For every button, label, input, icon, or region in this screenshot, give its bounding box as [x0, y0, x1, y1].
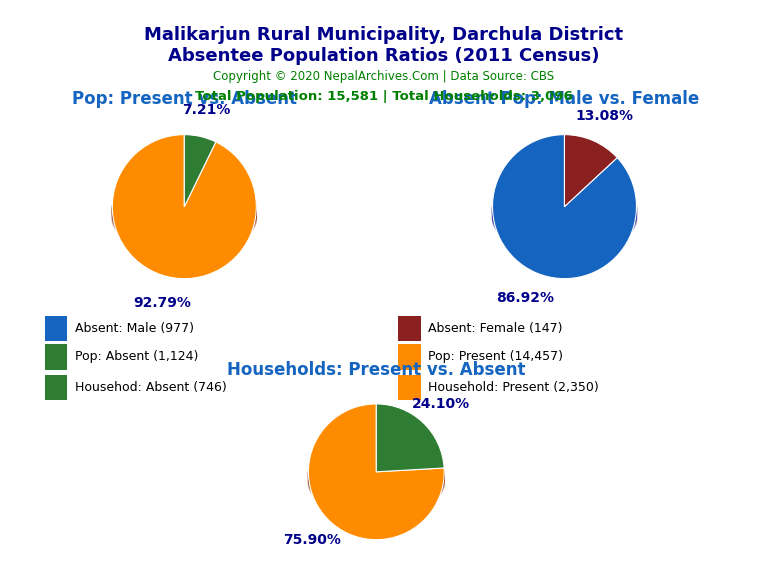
Ellipse shape: [492, 182, 637, 251]
Ellipse shape: [308, 451, 445, 516]
Ellipse shape: [308, 448, 445, 512]
Ellipse shape: [492, 176, 637, 244]
Ellipse shape: [111, 180, 257, 248]
Bar: [398, 316, 421, 341]
Ellipse shape: [111, 178, 257, 246]
Ellipse shape: [492, 177, 637, 245]
Ellipse shape: [308, 446, 445, 510]
Text: 7.21%: 7.21%: [183, 103, 231, 117]
Ellipse shape: [492, 173, 637, 242]
Ellipse shape: [111, 176, 257, 244]
Bar: [45, 344, 68, 370]
Ellipse shape: [111, 184, 257, 253]
Text: Copyright © 2020 NepalArchives.Com | Data Source: CBS: Copyright © 2020 NepalArchives.Com | Dat…: [214, 70, 554, 84]
Wedge shape: [309, 404, 444, 540]
Ellipse shape: [308, 450, 445, 514]
Text: Househod: Absent (746): Househod: Absent (746): [74, 381, 227, 393]
Ellipse shape: [492, 183, 637, 252]
Wedge shape: [564, 135, 617, 207]
Ellipse shape: [308, 445, 445, 509]
Ellipse shape: [308, 444, 445, 508]
Ellipse shape: [492, 175, 637, 243]
Ellipse shape: [111, 183, 257, 252]
Ellipse shape: [308, 442, 445, 507]
Bar: [45, 316, 68, 341]
Ellipse shape: [492, 179, 637, 247]
Text: Household: Present (2,350): Household: Present (2,350): [428, 381, 598, 393]
Text: Pop: Present (14,457): Pop: Present (14,457): [428, 350, 563, 363]
Title: Households: Present vs. Absent: Households: Present vs. Absent: [227, 361, 525, 378]
Ellipse shape: [308, 452, 445, 516]
Ellipse shape: [308, 447, 445, 511]
Title: Absent Pop: Male vs. Female: Absent Pop: Male vs. Female: [429, 90, 700, 108]
Ellipse shape: [111, 175, 257, 243]
Wedge shape: [376, 404, 444, 472]
Text: Absentee Population Ratios (2011 Census): Absentee Population Ratios (2011 Census): [168, 47, 600, 65]
Ellipse shape: [308, 441, 445, 505]
Text: 92.79%: 92.79%: [133, 297, 191, 310]
Text: 13.08%: 13.08%: [575, 108, 633, 123]
Wedge shape: [184, 135, 216, 207]
Ellipse shape: [492, 181, 637, 249]
Ellipse shape: [111, 173, 257, 242]
Text: 24.10%: 24.10%: [412, 397, 470, 411]
Ellipse shape: [492, 185, 637, 254]
Text: 86.92%: 86.92%: [496, 291, 554, 305]
Text: Total Population: 15,581 | Total Households: 3,096: Total Population: 15,581 | Total Househo…: [195, 90, 573, 104]
Bar: [398, 344, 421, 370]
Ellipse shape: [111, 185, 257, 254]
Text: Pop: Absent (1,124): Pop: Absent (1,124): [74, 350, 198, 363]
Bar: [398, 374, 421, 400]
Ellipse shape: [111, 177, 257, 245]
Text: Malikarjun Rural Municipality, Darchula District: Malikarjun Rural Municipality, Darchula …: [144, 26, 624, 44]
Wedge shape: [492, 135, 637, 279]
Text: Absent: Female (147): Absent: Female (147): [428, 322, 562, 335]
Ellipse shape: [492, 180, 637, 248]
Ellipse shape: [111, 182, 257, 251]
Ellipse shape: [111, 179, 257, 247]
Ellipse shape: [492, 178, 637, 246]
Text: Absent: Male (977): Absent: Male (977): [74, 322, 194, 335]
Wedge shape: [112, 135, 257, 279]
Ellipse shape: [308, 442, 445, 506]
Title: Pop: Present vs. Absent: Pop: Present vs. Absent: [72, 90, 296, 108]
Ellipse shape: [308, 449, 445, 513]
Bar: [45, 374, 68, 400]
Text: 75.90%: 75.90%: [283, 533, 341, 547]
Ellipse shape: [111, 181, 257, 249]
Ellipse shape: [492, 184, 637, 253]
